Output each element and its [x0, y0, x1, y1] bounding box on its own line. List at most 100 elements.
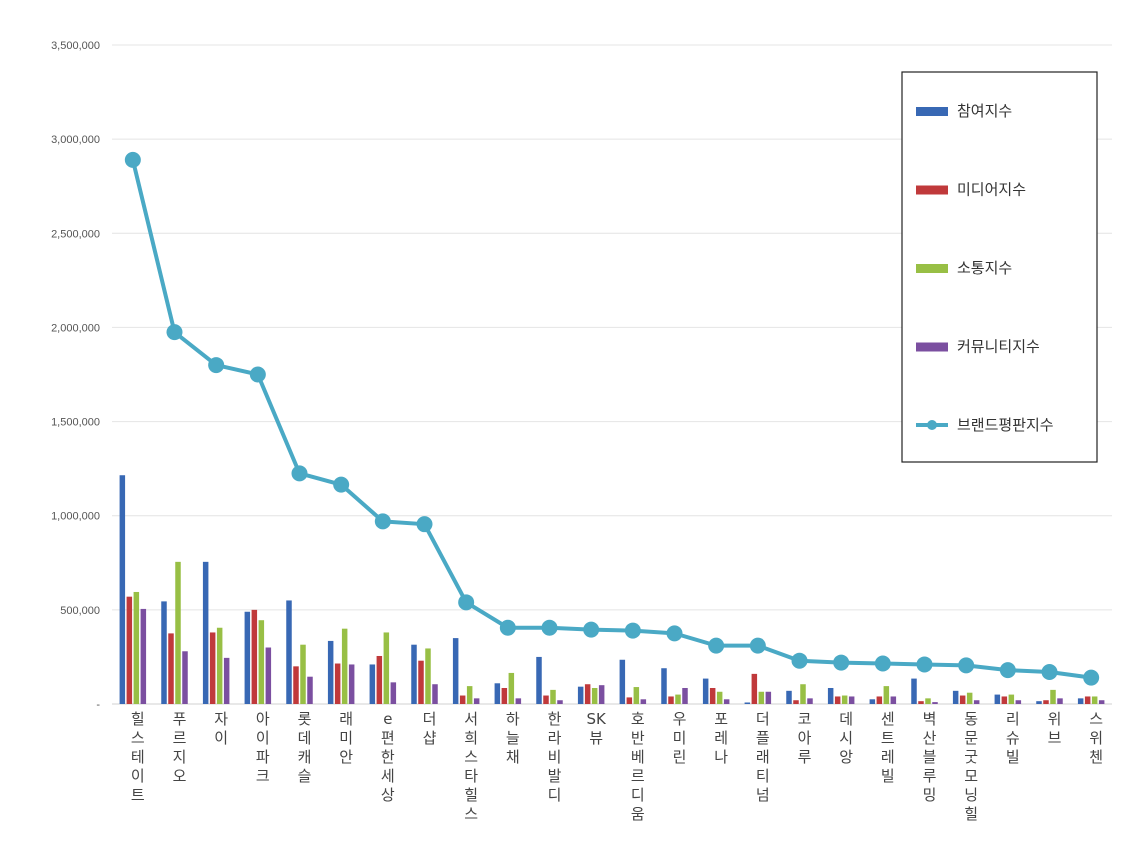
line-point	[916, 656, 933, 673]
bar	[334, 663, 341, 704]
bar	[633, 687, 640, 704]
bar	[661, 668, 667, 704]
bar	[119, 475, 126, 704]
bar	[307, 676, 313, 704]
bar	[1091, 696, 1098, 704]
bar	[223, 657, 230, 704]
bar	[216, 627, 223, 704]
bar	[1001, 696, 1008, 704]
line-point	[249, 366, 266, 383]
bar	[327, 640, 334, 704]
bar	[925, 698, 931, 704]
line-point	[1083, 669, 1100, 686]
bar	[508, 672, 515, 704]
bar	[952, 690, 959, 704]
bar	[244, 611, 251, 704]
bar	[675, 694, 681, 704]
bar	[702, 678, 709, 704]
bar	[452, 638, 459, 704]
bar	[348, 664, 355, 704]
bar	[369, 664, 376, 704]
y-tick-label: 500,000	[60, 605, 100, 617]
bar	[994, 694, 1001, 704]
x-axis: 힐 스 테 이 트 푸 르 지 오 자 이 아 이 파 크 롯 데 캐 슬 래 미 안 e 편 한 세 상 더 샵 서 희 스 타 힐 스 하 늘 채 한 라…	[131, 710, 1103, 823]
bar	[293, 666, 299, 704]
bar	[536, 656, 542, 704]
bar	[973, 700, 980, 704]
bar	[418, 660, 424, 704]
bar	[543, 695, 549, 704]
bar	[827, 687, 834, 704]
line-point	[208, 357, 225, 374]
bar	[966, 692, 973, 704]
legend-swatch	[916, 264, 948, 273]
bar	[834, 696, 841, 704]
y-tick-label: 3,500,000	[51, 40, 100, 52]
y-tick-label: 2,500,000	[51, 228, 100, 240]
bar	[619, 659, 626, 704]
line-point	[333, 476, 350, 493]
bar	[591, 687, 598, 704]
bar	[133, 591, 140, 704]
line-point	[374, 513, 391, 530]
bar	[786, 690, 792, 704]
bar	[744, 702, 751, 704]
line-point	[874, 655, 891, 672]
bar	[1084, 696, 1091, 704]
line-point	[624, 622, 641, 639]
bar	[932, 702, 938, 704]
legend-label: 브랜드평판지수	[957, 416, 1054, 434]
bar	[709, 687, 716, 704]
bar	[758, 691, 765, 704]
line-point	[833, 654, 850, 671]
bar	[841, 695, 848, 704]
bar	[265, 647, 272, 704]
bar	[202, 561, 209, 704]
bar	[383, 632, 390, 704]
bar	[411, 644, 417, 704]
legend-swatch	[916, 342, 948, 352]
line-point	[999, 662, 1016, 679]
line-point	[124, 151, 141, 168]
bar	[286, 600, 292, 704]
bar	[515, 698, 522, 704]
bar-series	[119, 475, 1105, 704]
bar	[751, 673, 758, 704]
line-point	[666, 625, 683, 642]
line-point	[416, 516, 433, 533]
line-point	[541, 619, 558, 636]
line-point	[499, 619, 516, 636]
bar	[432, 684, 438, 704]
bar	[300, 644, 306, 704]
y-tick-label: 1,500,000	[51, 417, 100, 429]
bar	[161, 601, 167, 704]
bar	[626, 697, 633, 704]
bar	[876, 696, 883, 704]
bar	[716, 691, 723, 704]
legend-swatch-marker	[927, 420, 937, 430]
bar	[466, 686, 473, 704]
bar	[550, 689, 556, 704]
legend-label: 참여지수	[957, 102, 1012, 120]
bar	[959, 695, 966, 704]
bar	[668, 696, 674, 704]
legend-label: 커뮤니티지수	[957, 338, 1040, 356]
line-point	[458, 594, 475, 611]
bar	[1036, 701, 1042, 704]
